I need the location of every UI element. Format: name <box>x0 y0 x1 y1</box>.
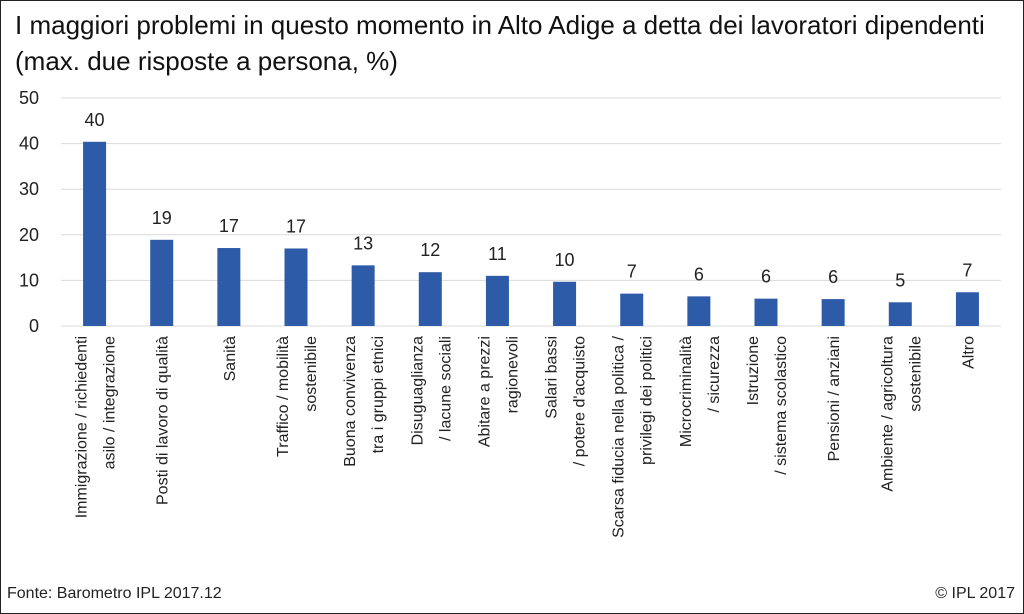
chart-title: I maggiori problemi in questo momento in… <box>15 10 985 76</box>
y-tick-label: 30 <box>19 179 39 199</box>
x-tick-label-line: / sicurezza <box>706 336 723 413</box>
y-tick-label: 10 <box>19 270 39 290</box>
x-tick-label-line: sostenibile <box>303 336 320 412</box>
data-label: 13 <box>353 233 373 253</box>
x-tick-label-line: privilegi dei politici <box>639 336 656 465</box>
bar <box>217 248 241 326</box>
data-label: 7 <box>962 260 972 280</box>
data-label: 12 <box>420 240 440 260</box>
x-tick-label: Immigrazione / richiedenti asilo / integr… <box>74 336 119 518</box>
x-tick-label: Abitare a prezzi ragionevoli <box>476 336 521 447</box>
bar <box>83 141 107 326</box>
bar <box>553 281 577 326</box>
data-label: 11 <box>488 244 507 264</box>
x-tick-label-line: Sanità <box>222 336 239 381</box>
x-tick-label-line: Altro <box>960 336 977 369</box>
y-tick-label: 50 <box>19 88 39 108</box>
x-tick-label-line: Disuguaglianza <box>409 336 426 446</box>
data-label: 40 <box>85 110 105 130</box>
data-label: 7 <box>627 262 637 282</box>
x-tick-label-line: tra i gruppi etnici <box>370 336 387 453</box>
x-tick-label-line: Buona convivenza <box>342 336 359 467</box>
x-tick-label-line: Traffico / mobilità <box>275 336 292 457</box>
bar <box>284 248 308 326</box>
bar <box>620 293 644 326</box>
data-label: 5 <box>895 270 905 290</box>
x-tick-label: Traffico / mobilità sostenibile <box>275 336 320 457</box>
data-label: 17 <box>219 216 239 236</box>
copyright-note: © IPL 2017 <box>935 585 1015 602</box>
x-tick-label-line: Ambiente / agricoltura <box>879 336 896 492</box>
x-tick-label-line: Pensioni / anziani <box>826 336 843 461</box>
x-tick-label-line: / sistema scolastico <box>773 336 790 475</box>
data-label: 6 <box>761 267 771 287</box>
y-tick-label: 20 <box>19 225 39 245</box>
data-label: 6 <box>828 267 838 287</box>
x-tick-label-line: / lacune sociali <box>437 336 454 441</box>
bar <box>150 239 174 326</box>
x-tick-label-line: Microcriminalità <box>678 336 695 447</box>
bar <box>485 275 509 326</box>
x-tick-label: Pensioni / anziani <box>826 336 843 461</box>
x-tick-label-line: asilo / integrazione <box>102 336 119 470</box>
data-label: 6 <box>694 264 704 284</box>
bar <box>955 292 979 326</box>
x-tick-label-line: Posti di lavoro di qualità <box>155 336 172 505</box>
x-tick-label: Istruzione / sistema scolastico <box>745 336 790 475</box>
x-tick-label: Posti di lavoro di qualità <box>155 336 172 505</box>
x-tick-label: Altro <box>960 336 977 369</box>
x-tick-label-line: Scarsa fiducia nella politica / <box>611 335 628 537</box>
x-tick-label: Salari bassi / potere d'acquisto <box>544 336 589 466</box>
x-tick-label-line: / potere d'acquisto <box>572 336 589 466</box>
x-tick-label: Sanità <box>222 336 239 381</box>
x-tick-label: Ambiente / agricoltura sostenibile <box>879 336 924 492</box>
y-tick-label: 0 <box>29 316 39 336</box>
data-label: 17 <box>286 216 306 236</box>
x-tick-label-line: ragionevoli <box>504 336 521 413</box>
data-label: 10 <box>555 250 575 270</box>
y-tick-label: 40 <box>19 134 39 154</box>
bar <box>821 299 845 326</box>
x-tick-label-line: Istruzione <box>745 336 762 405</box>
x-tick-label-line: Immigrazione / richiedenti <box>74 336 91 518</box>
x-tick-label-line: sostenibile <box>907 336 924 412</box>
bar <box>754 298 778 326</box>
x-tick-label: Microcriminalità / sicurezza <box>678 336 723 447</box>
bar <box>687 296 711 326</box>
x-tick-label-line: Abitare a prezzi <box>476 336 493 447</box>
bar <box>888 302 912 326</box>
bar <box>351 265 375 326</box>
data-label: 19 <box>152 208 172 228</box>
bar <box>418 272 442 326</box>
x-tick-label: Scarsa fiducia nella politica / privilegi… <box>611 335 656 537</box>
x-tick-label: Disuguaglianza / lacune sociali <box>409 336 454 446</box>
source-note: Fonte: Barometro IPL 2017.12 <box>7 585 222 602</box>
x-tick-label: Buona convivenza tra i gruppi etnici <box>342 336 387 467</box>
x-tick-label-line: Salari bassi <box>544 336 561 419</box>
